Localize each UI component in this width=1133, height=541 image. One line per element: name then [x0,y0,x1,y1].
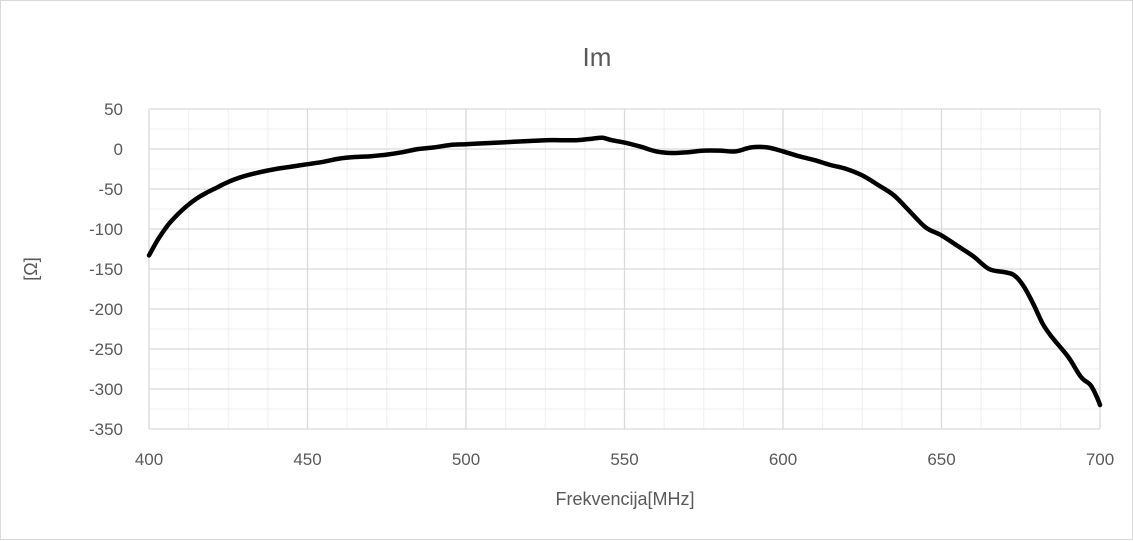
series-layer [146,135,1103,408]
major-gridlines [148,108,1101,430]
x-axis-title: Frekvencija[MHz] [555,489,694,509]
y-tick-label: -350 [89,420,123,439]
y-tick-label: -300 [89,380,123,399]
x-tick-label: 700 [1086,450,1114,469]
chart-title: Im [583,42,612,72]
y-tick-label: 0 [114,140,123,159]
x-tick-label: 550 [610,450,638,469]
y-axis-title: [Ω] [21,257,41,280]
y-tick-label: 50 [104,100,123,119]
y-tick-label: -150 [89,260,123,279]
y-axis-tick-labels: 50 0 -50 -100 -150 -200 -250 -300 -350 [89,100,123,439]
y-tick-label: -100 [89,220,123,239]
x-tick-label: 650 [927,450,955,469]
x-tick-label: 500 [452,450,480,469]
series-line-0 [146,135,1103,408]
x-tick-label: 600 [769,450,797,469]
x-axis-tick-labels: 400 450 500 550 600 650 700 [135,450,1114,469]
x-tick-label: 400 [135,450,163,469]
x-tick-label: 450 [293,450,321,469]
y-tick-label: -200 [89,300,123,319]
y-tick-label: -250 [89,340,123,359]
y-tick-label: -50 [98,180,123,199]
